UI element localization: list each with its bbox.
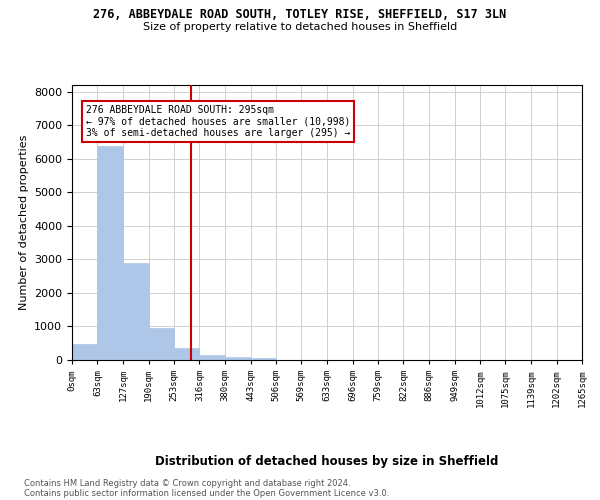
Bar (225, 356, 251, 360)
Bar (199, 354, 225, 360)
Bar (97, 146, 123, 360)
Text: Size of property relative to detached houses in Sheffield: Size of property relative to detached ho… (143, 22, 457, 32)
Text: Contains public sector information licensed under the Open Government Licence v3: Contains public sector information licen… (24, 488, 389, 498)
Bar (174, 348, 199, 360)
Bar (251, 358, 276, 360)
Text: 276, ABBEYDALE ROAD SOUTH, TOTLEY RISE, SHEFFIELD, S17 3LN: 276, ABBEYDALE ROAD SOUTH, TOTLEY RISE, … (94, 8, 506, 20)
Text: Distribution of detached houses by size in Sheffield: Distribution of detached houses by size … (155, 454, 499, 468)
Y-axis label: Number of detached properties: Number of detached properties (19, 135, 29, 310)
Text: Contains HM Land Registry data © Crown copyright and database right 2024.: Contains HM Land Registry data © Crown c… (24, 478, 350, 488)
Bar (123, 262, 149, 360)
Text: 276 ABBEYDALE ROAD SOUTH: 295sqm
← 97% of detached houses are smaller (10,998)
3: 276 ABBEYDALE ROAD SOUTH: 295sqm ← 97% o… (86, 105, 350, 138)
Bar (149, 328, 174, 360)
Bar (72, 344, 97, 360)
